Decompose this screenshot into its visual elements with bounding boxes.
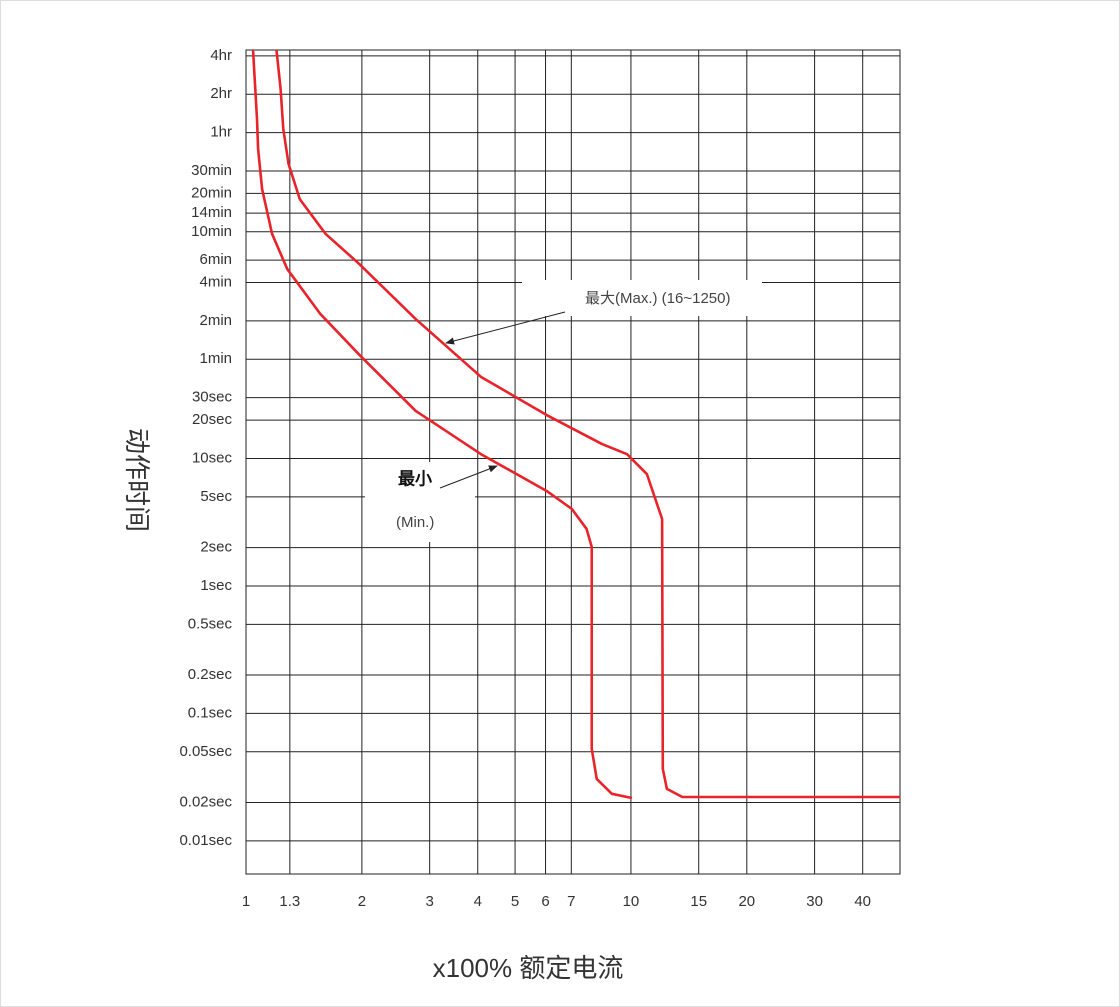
curve [251, 49, 633, 800]
y-tick-label: 20min [191, 184, 232, 201]
y-axis-label: 动作时间 [122, 428, 152, 532]
annotation: (Min.) [396, 514, 434, 531]
y-tick-label: 30min [191, 162, 232, 179]
y-tick-label: 1hr [210, 124, 232, 141]
y-tick-label: 2min [199, 312, 232, 329]
annotation: 最大(Max.) (16~1250) [585, 290, 730, 307]
y-tick-label: 4min [199, 273, 232, 290]
x-tick-label: 7 [567, 893, 575, 910]
y-tick-label: 6min [199, 251, 232, 268]
y-tick-label: 2hr [210, 85, 232, 102]
y-tick-label: 20sec [192, 411, 233, 428]
x-tick-label: 1.3 [279, 893, 300, 910]
y-tick-label: 0.1sec [188, 704, 233, 721]
y-tick-label: 10min [191, 223, 232, 240]
y-tick-label: 0.2sec [188, 666, 233, 683]
x-tick-label: 2 [358, 893, 366, 910]
y-tick-label: 1min [199, 350, 232, 367]
y-tick-label: 5sec [200, 488, 232, 505]
x-tick-label: 20 [738, 893, 755, 910]
annotation-arrow [439, 465, 498, 489]
annotation-bg [522, 280, 762, 316]
plot-border [245, 49, 901, 875]
x-tick-label: 30 [806, 893, 823, 910]
annotation-arrow [445, 311, 566, 345]
annotation: 最小 [398, 469, 432, 488]
x-tick-label: 5 [511, 893, 519, 910]
y-tick-label: 0.02sec [179, 793, 232, 810]
x-tick-label: 3 [425, 893, 433, 910]
curve [275, 49, 900, 799]
y-tick-label: 30sec [192, 389, 233, 406]
x-tick-label: 6 [541, 893, 549, 910]
x-tick-label: 10 [623, 893, 640, 910]
y-tick-label: 0.01sec [179, 832, 232, 849]
y-tick-label: 10sec [192, 449, 233, 466]
y-tick-label: 0.5sec [188, 615, 233, 632]
x-tick-label: 4 [474, 893, 482, 910]
x-axis-label: x100% 额定电流 [433, 953, 624, 983]
x-tick-label: 40 [854, 893, 871, 910]
y-tick-label: 4hr [210, 47, 232, 64]
y-tick-label: 0.05sec [179, 743, 232, 760]
y-tick-label: 14min [191, 204, 232, 221]
annotation-bg [365, 462, 475, 542]
y-tick-label: 2sec [200, 539, 232, 556]
x-tick-label: 1 [242, 893, 250, 910]
y-tick-label: 1sec [200, 577, 232, 594]
x-tick-label: 15 [690, 893, 707, 910]
